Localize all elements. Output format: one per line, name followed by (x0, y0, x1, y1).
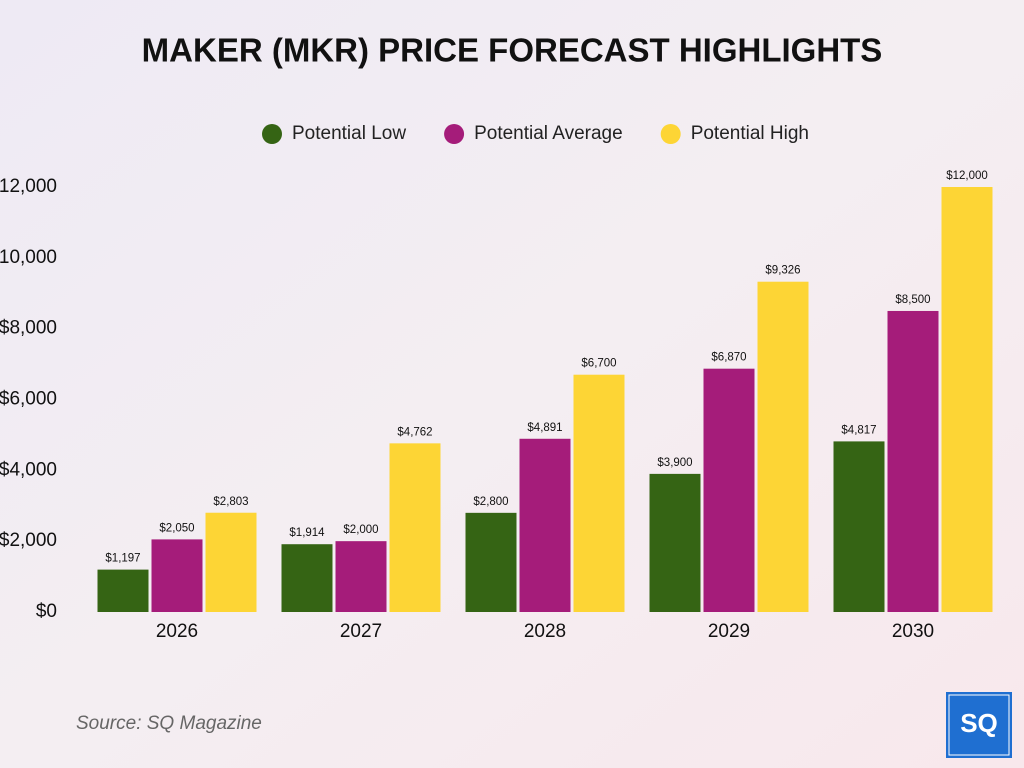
bar (703, 368, 755, 612)
bar (151, 539, 203, 612)
value-label: $6,870 (711, 352, 746, 364)
value-label: $12,000 (946, 170, 988, 182)
y-tick-label: $4,000 (0, 459, 57, 480)
value-label: $3,900 (657, 457, 692, 469)
x-tick-label: 2026 (156, 621, 198, 642)
y-tick-label: $12,000 (0, 176, 57, 197)
value-label: $2,800 (473, 496, 508, 508)
value-label: $2,000 (343, 524, 378, 536)
logo (946, 692, 1012, 758)
legend-label: Potential Average (474, 123, 623, 144)
chart-title: MAKER (MKR) PRICE FORECAST HIGHLIGHTS (142, 32, 883, 69)
source: Source: SQ Magazine (76, 713, 262, 734)
value-label: $2,803 (213, 496, 248, 508)
logo-text: SQ (960, 708, 998, 738)
x-tick-label: 2028 (524, 621, 566, 642)
y-tick-label: $6,000 (0, 389, 57, 410)
value-label: $8,500 (895, 294, 930, 306)
y-tick-label: $8,000 (0, 318, 57, 339)
value-label: $1,197 (105, 553, 140, 565)
bar (389, 443, 441, 612)
bar (573, 374, 625, 612)
value-label: $6,700 (581, 358, 616, 370)
bar (757, 281, 809, 612)
bar (465, 512, 517, 612)
x-tick-label: 2027 (340, 621, 382, 642)
x-tick-label: 2029 (708, 621, 750, 642)
value-label: $4,817 (841, 424, 876, 436)
value-label: $4,891 (527, 422, 562, 434)
bar (887, 310, 939, 612)
bar (519, 438, 571, 612)
bar (205, 512, 257, 612)
legend-label: Potential High (691, 123, 809, 144)
bar (649, 473, 701, 612)
bar (941, 187, 993, 612)
y-tick-label: $10,000 (0, 247, 57, 268)
y-tick-label: $2,000 (0, 530, 57, 551)
bar (335, 541, 387, 612)
y-tick-label: $0 (36, 601, 57, 622)
x-tick-label: 2030 (892, 621, 934, 642)
value-label: $9,326 (765, 265, 800, 277)
legend-marker (444, 124, 465, 144)
logo-border (948, 694, 1010, 756)
legend-marker (262, 124, 282, 144)
legend-label: Potential Low (292, 123, 406, 144)
bar (833, 441, 885, 612)
bar (97, 569, 149, 612)
value-label: $4,762 (397, 426, 432, 438)
value-label: $1,914 (289, 527, 325, 539)
value-label: $2,050 (159, 522, 194, 534)
bar (281, 544, 333, 612)
legend-marker (660, 124, 681, 144)
